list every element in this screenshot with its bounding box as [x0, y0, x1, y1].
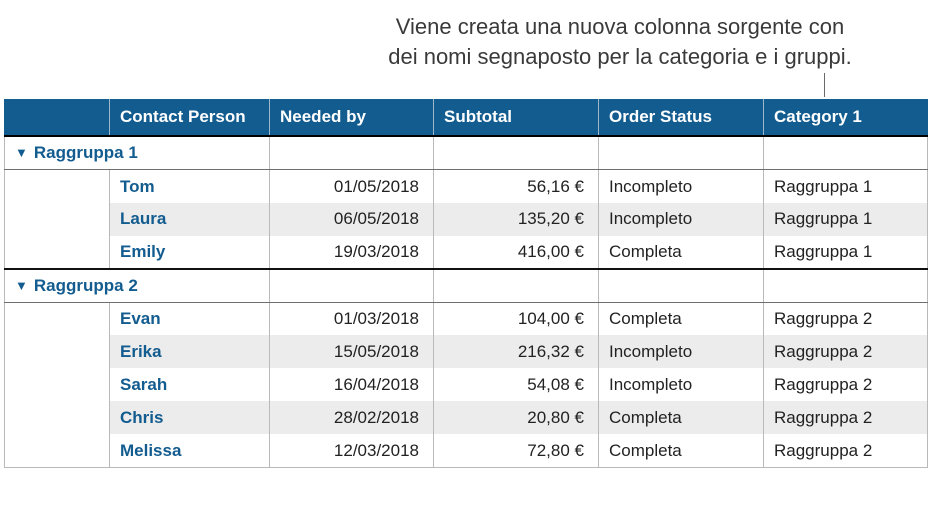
- cell-status: Completa: [599, 434, 764, 467]
- callout-line: [0, 77, 931, 99]
- col-header-subtotal[interactable]: Subtotal: [434, 99, 599, 136]
- group-header[interactable]: ▼ Raggruppa 1: [5, 136, 928, 170]
- group-empty-cell: [434, 136, 599, 170]
- group-empty-cell: [764, 136, 928, 170]
- cell-category: Raggruppa 1: [764, 203, 928, 236]
- row-number-cell: [5, 335, 110, 368]
- caption-area: Viene creata una nuova colonna sorgente …: [0, 0, 931, 77]
- cell-neededby: 16/04/2018: [270, 368, 434, 401]
- caption-text: Viene creata una nuova colonna sorgente …: [385, 12, 855, 71]
- cell-contact[interactable]: Emily: [110, 236, 270, 269]
- row-number-cell: [5, 368, 110, 401]
- table-row[interactable]: Erika 15/05/2018 216,32 € Incompleto Rag…: [5, 335, 928, 368]
- cell-category: Raggruppa 2: [764, 302, 928, 335]
- col-header-category[interactable]: Category 1: [764, 99, 928, 136]
- cell-contact[interactable]: Erika: [110, 335, 270, 368]
- group-empty-cell: [270, 269, 434, 303]
- group-empty-cell: [434, 269, 599, 303]
- cell-contact[interactable]: Laura: [110, 203, 270, 236]
- row-number-cell: [5, 236, 110, 269]
- cell-subtotal: 20,80 €: [434, 401, 599, 434]
- table-row[interactable]: Melissa 12/03/2018 72,80 € Completa Ragg…: [5, 434, 928, 467]
- table-row[interactable]: Emily 19/03/2018 416,00 € Completa Raggr…: [5, 236, 928, 269]
- col-header-neededby[interactable]: Needed by: [270, 99, 434, 136]
- table-row[interactable]: Tom 01/05/2018 56,16 € Incompleto Raggru…: [5, 170, 928, 203]
- cell-subtotal: 104,00 €: [434, 302, 599, 335]
- cell-subtotal: 56,16 €: [434, 170, 599, 203]
- cell-subtotal: 216,32 €: [434, 335, 599, 368]
- row-number-cell: [5, 434, 110, 467]
- cell-status: Completa: [599, 236, 764, 269]
- cell-category: Raggruppa 2: [764, 335, 928, 368]
- row-number-cell: [5, 401, 110, 434]
- cell-category: Raggruppa 2: [764, 368, 928, 401]
- cell-neededby: 28/02/2018: [270, 401, 434, 434]
- cell-neededby: 01/03/2018: [270, 302, 434, 335]
- cell-contact[interactable]: Chris: [110, 401, 270, 434]
- group-empty-cell: [599, 269, 764, 303]
- cell-subtotal: 54,08 €: [434, 368, 599, 401]
- cell-status: Incompleto: [599, 170, 764, 203]
- chevron-down-icon: ▼: [15, 278, 28, 293]
- cell-subtotal: 416,00 €: [434, 236, 599, 269]
- table-row[interactable]: Sarah 16/04/2018 54,08 € Incompleto Ragg…: [5, 368, 928, 401]
- cell-contact[interactable]: Melissa: [110, 434, 270, 467]
- cell-status: Incompleto: [599, 335, 764, 368]
- cell-contact[interactable]: Evan: [110, 302, 270, 335]
- cell-neededby: 01/05/2018: [270, 170, 434, 203]
- chevron-down-icon: ▼: [15, 145, 28, 160]
- table-row[interactable]: Evan 01/03/2018 104,00 € Completa Raggru…: [5, 302, 928, 335]
- cell-subtotal: 135,20 €: [434, 203, 599, 236]
- cell-neededby: 15/05/2018: [270, 335, 434, 368]
- col-header-rownum[interactable]: [5, 99, 110, 136]
- col-header-status[interactable]: Order Status: [599, 99, 764, 136]
- cell-contact[interactable]: Sarah: [110, 368, 270, 401]
- row-number-cell: [5, 203, 110, 236]
- cell-category: Raggruppa 2: [764, 434, 928, 467]
- cell-neededby: 19/03/2018: [270, 236, 434, 269]
- cell-neededby: 12/03/2018: [270, 434, 434, 467]
- data-table-wrap: Contact Person Needed by Subtotal Order …: [4, 99, 927, 468]
- row-number-cell: [5, 170, 110, 203]
- table-row[interactable]: Chris 28/02/2018 20,80 € Completa Raggru…: [5, 401, 928, 434]
- group-name: Raggruppa 2: [34, 276, 138, 295]
- data-table: Contact Person Needed by Subtotal Order …: [4, 99, 928, 468]
- cell-subtotal: 72,80 €: [434, 434, 599, 467]
- group-empty-cell: [599, 136, 764, 170]
- row-number-cell: [5, 302, 110, 335]
- cell-contact[interactable]: Tom: [110, 170, 270, 203]
- table-header-row: Contact Person Needed by Subtotal Order …: [5, 99, 928, 136]
- cell-status: Incompleto: [599, 368, 764, 401]
- cell-category: Raggruppa 1: [764, 170, 928, 203]
- cell-status: Completa: [599, 302, 764, 335]
- cell-neededby: 06/05/2018: [270, 203, 434, 236]
- col-header-contact[interactable]: Contact Person: [110, 99, 270, 136]
- cell-category: Raggruppa 2: [764, 401, 928, 434]
- group-empty-cell: [764, 269, 928, 303]
- cell-status: Completa: [599, 401, 764, 434]
- cell-category: Raggruppa 1: [764, 236, 928, 269]
- group-name: Raggruppa 1: [34, 143, 138, 162]
- cell-status: Incompleto: [599, 203, 764, 236]
- group-toggle[interactable]: ▼ Raggruppa 1: [5, 136, 270, 170]
- group-toggle[interactable]: ▼ Raggruppa 2: [5, 269, 270, 303]
- group-empty-cell: [270, 136, 434, 170]
- group-header[interactable]: ▼ Raggruppa 2: [5, 269, 928, 303]
- table-row[interactable]: Laura 06/05/2018 135,20 € Incompleto Rag…: [5, 203, 928, 236]
